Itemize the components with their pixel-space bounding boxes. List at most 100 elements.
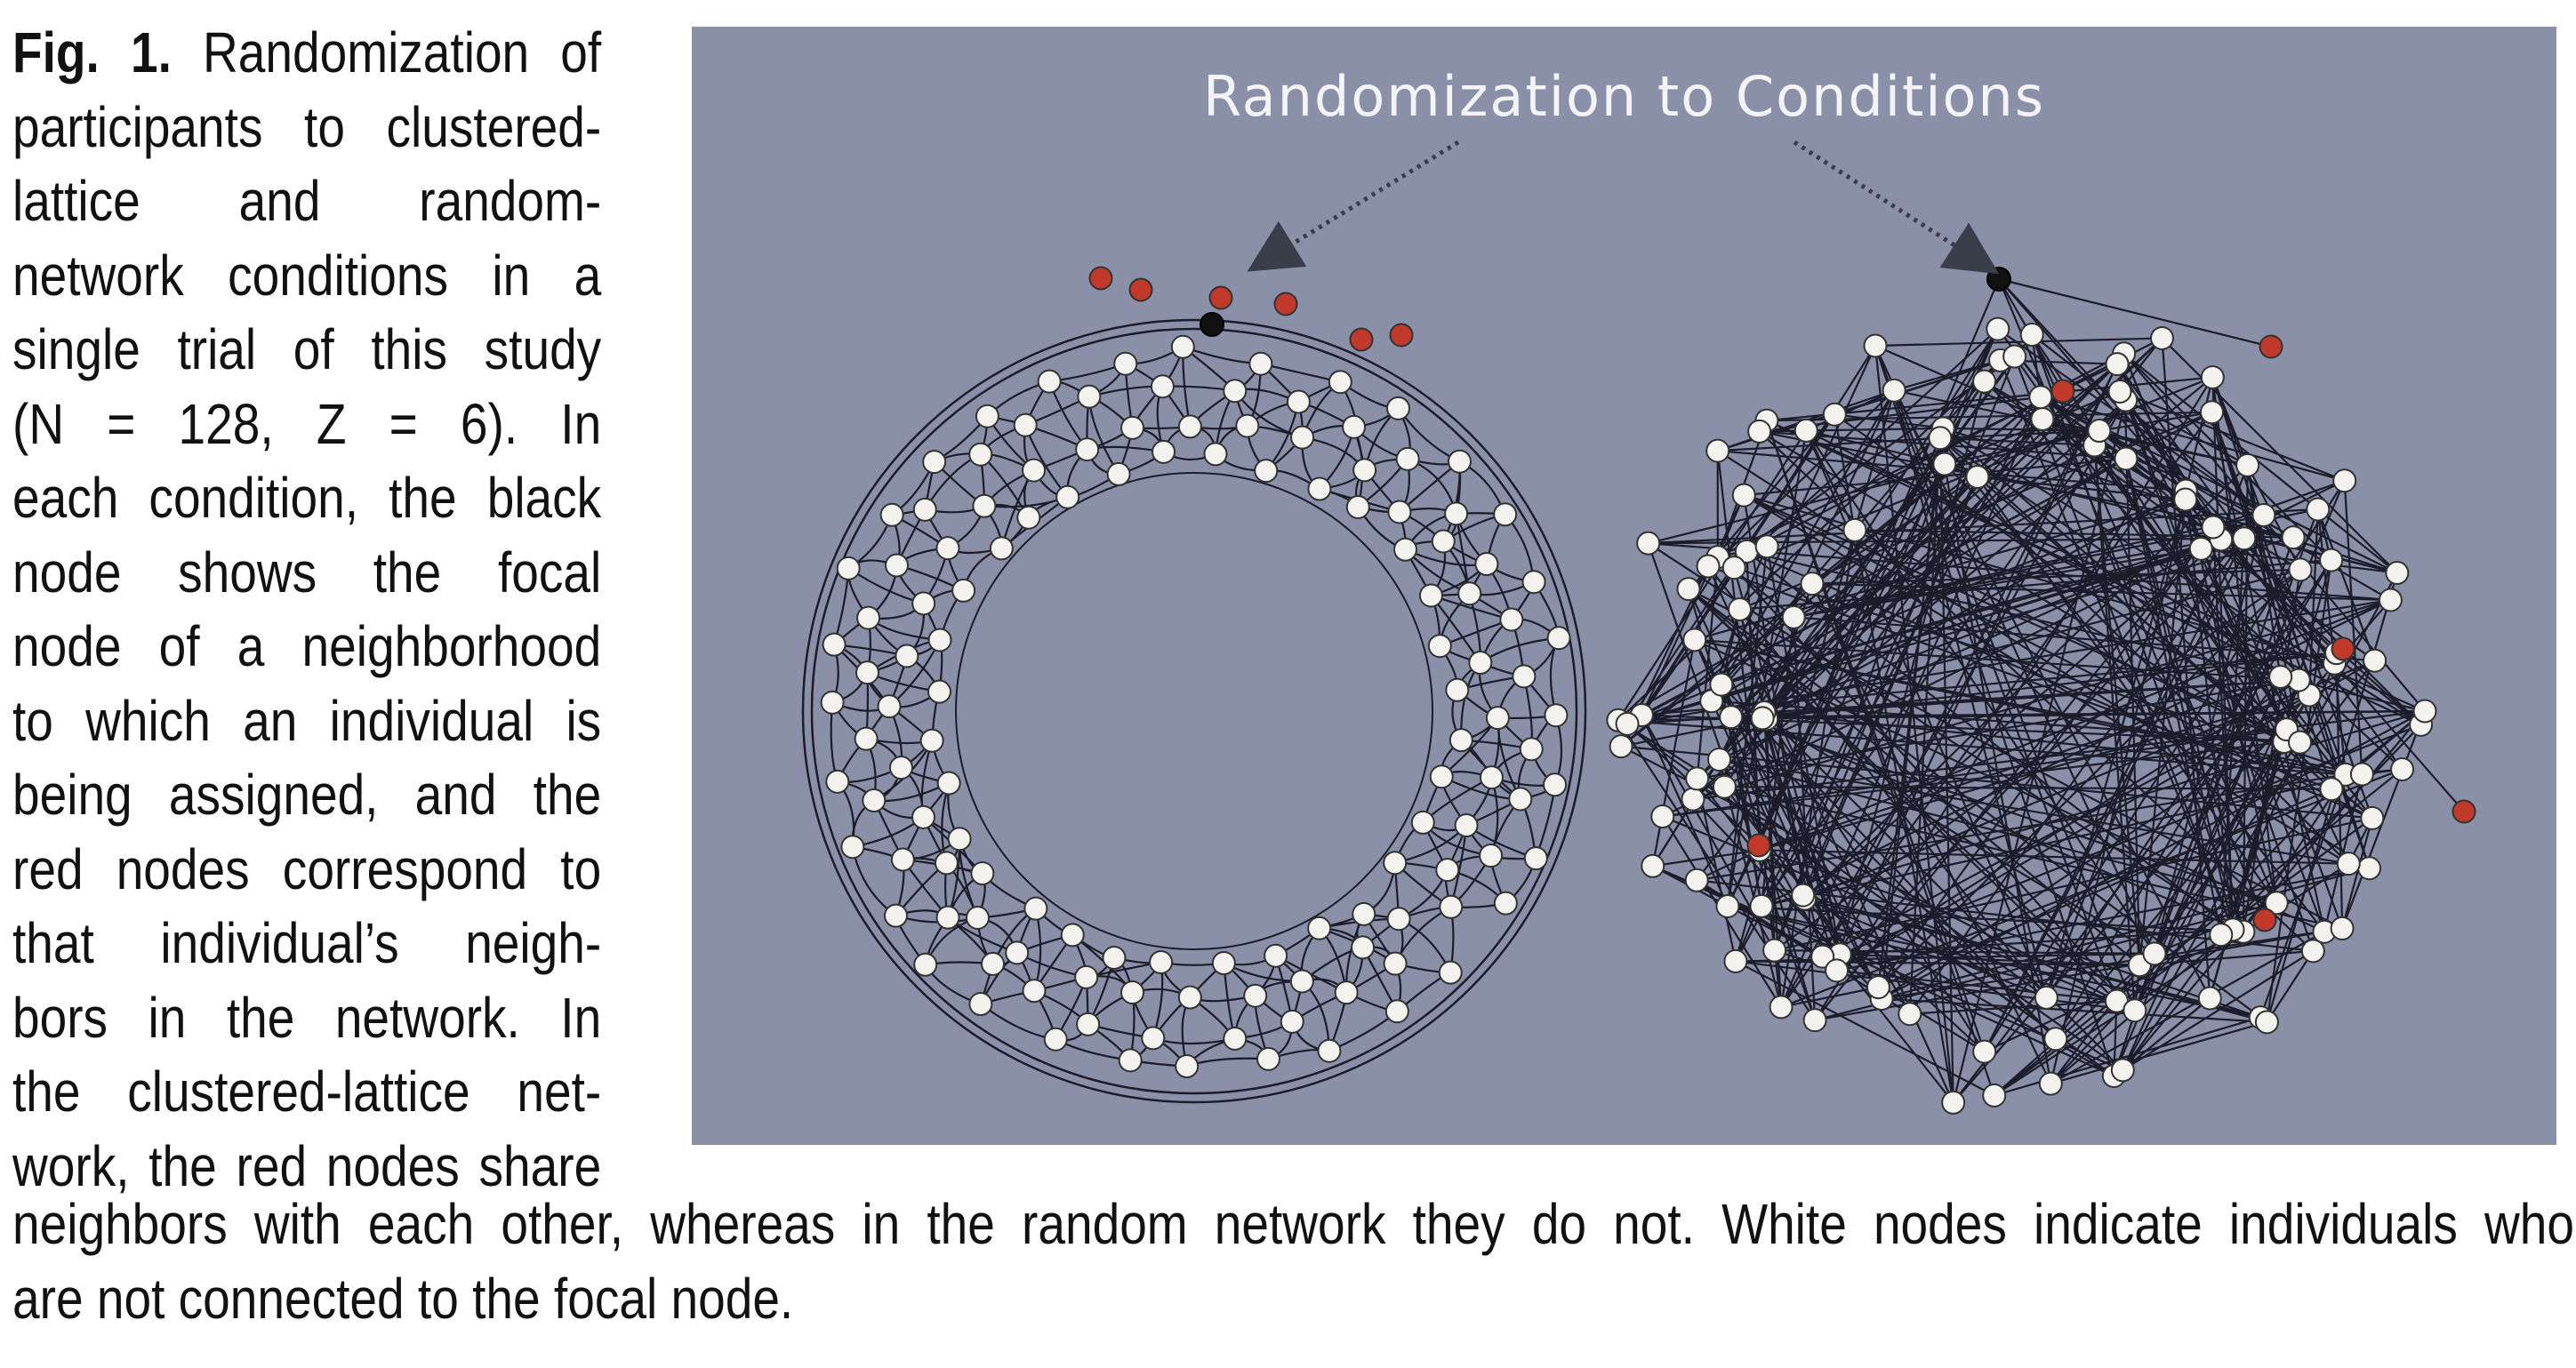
random-edge — [2050, 1020, 2267, 1085]
random-edge — [1766, 420, 2422, 726]
random-edge — [1745, 551, 1761, 851]
random-edge — [1882, 997, 2267, 1023]
lattice-ring-edge — [801, 318, 1587, 1104]
white-node — [1762, 938, 1787, 963]
white-node — [1544, 703, 1569, 728]
white-node — [1016, 505, 1041, 530]
white-node — [1769, 995, 1794, 1020]
white-node — [1866, 975, 1890, 1000]
random-edge — [1874, 345, 1954, 1103]
white-node — [822, 632, 847, 657]
white-node — [970, 861, 995, 886]
random-edge — [1687, 588, 1817, 1020]
random-edge — [1793, 514, 2265, 619]
random-edge — [1835, 514, 2265, 972]
white-node — [1005, 940, 1030, 965]
white-node — [2330, 916, 2355, 940]
white-node — [1794, 418, 1818, 443]
white-node — [2034, 985, 2058, 1010]
random-network — [1606, 267, 2476, 1115]
white-node — [1454, 813, 1479, 838]
white-node — [890, 847, 915, 872]
white-node — [1223, 379, 1248, 404]
white-node — [927, 679, 951, 704]
white-node — [1243, 983, 1268, 1008]
white-node — [1750, 706, 1775, 731]
random-edge — [2266, 559, 2332, 1023]
random-edge — [1739, 558, 2331, 611]
random-edge — [1626, 411, 2213, 725]
white-node — [1641, 853, 1665, 878]
white-node — [1681, 787, 1705, 812]
random-edge — [1726, 546, 1769, 907]
random-edge — [2341, 818, 2373, 929]
white-node — [1223, 1026, 1248, 1051]
random-edge — [1836, 867, 2370, 972]
random-edge — [1811, 568, 2300, 585]
random-edge — [1733, 567, 1842, 955]
white-node — [1410, 810, 1435, 835]
random-edge — [1759, 849, 2261, 1019]
random-edge — [1711, 700, 2300, 744]
white-node — [2251, 503, 2276, 528]
white-node — [1719, 705, 1744, 730]
white-node — [1696, 554, 1721, 579]
white-node — [1431, 529, 1456, 554]
white-node — [1825, 958, 1850, 983]
random-edge — [1626, 598, 2391, 725]
white-node — [1342, 414, 1367, 439]
white-node — [1248, 351, 1273, 376]
white-node — [877, 694, 902, 719]
white-node — [2105, 352, 2130, 377]
caption-line-13: that individual’s neigh- — [12, 911, 602, 975]
red-neighbor-node — [2050, 379, 2075, 404]
white-node — [1447, 449, 1472, 474]
white-node — [884, 553, 909, 578]
white-node — [2030, 407, 2055, 432]
random-edge — [1874, 337, 2163, 348]
red-neighbor-node — [1273, 292, 1298, 316]
white-node — [2332, 468, 2357, 493]
red-neighbor-node — [1088, 266, 1113, 291]
figure-caption-side: Fig. 1. Randomization of participants to… — [12, 16, 601, 1204]
random-edge — [2343, 480, 2363, 775]
white-node — [1519, 737, 1544, 762]
white-node — [1022, 458, 1047, 483]
white-node — [1384, 999, 1409, 1024]
white-node — [2142, 941, 2167, 966]
random-edge — [1724, 786, 2343, 930]
white-node — [840, 835, 865, 860]
white-node — [1345, 494, 1370, 519]
white-node — [2149, 325, 2174, 350]
white-node — [1383, 951, 1408, 976]
caption-line-4: network conditions in a — [12, 243, 602, 308]
white-node — [1444, 501, 1469, 526]
white-node — [895, 644, 919, 668]
random-edge — [1836, 969, 2117, 1003]
caption-line-2: participants to clustered- — [12, 94, 602, 159]
white-node — [1721, 556, 1746, 580]
random-edge — [1944, 429, 2100, 466]
random-edge — [1718, 758, 1838, 972]
white-node — [1715, 894, 1740, 919]
lattice-edge — [851, 846, 897, 917]
random-edge — [1993, 953, 2155, 1097]
white-node — [1749, 893, 1774, 918]
white-node — [883, 903, 908, 928]
white-node — [1022, 979, 1047, 1004]
random-edge — [2123, 352, 2332, 561]
random-edge — [1821, 364, 2119, 957]
white-node — [951, 578, 976, 603]
white-node — [1493, 502, 1518, 527]
white-node — [1682, 628, 1707, 652]
white-node — [935, 905, 960, 930]
random-edge — [1893, 389, 2136, 1012]
white-node — [879, 502, 904, 527]
white-node — [1013, 412, 1038, 437]
white-node — [2264, 891, 2289, 916]
white-node — [854, 726, 879, 751]
white-node — [913, 952, 938, 977]
white-node — [1435, 858, 1460, 883]
white-node — [2363, 648, 2387, 673]
white-node — [1972, 1039, 1997, 1064]
